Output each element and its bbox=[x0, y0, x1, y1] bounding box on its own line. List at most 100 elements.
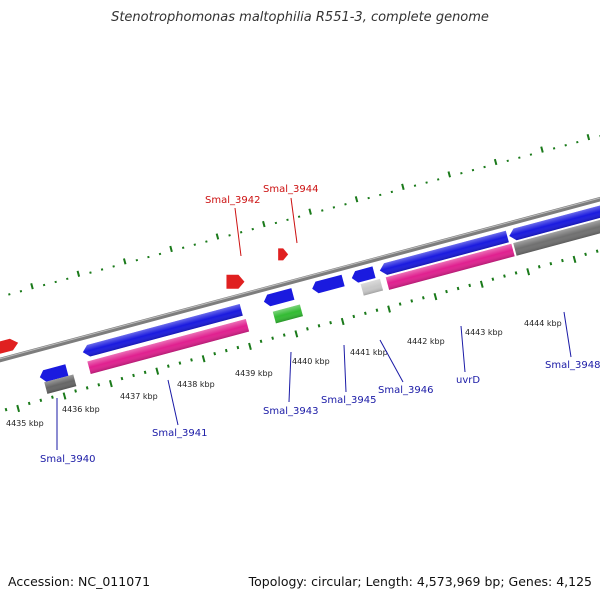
inner-tick bbox=[468, 283, 472, 288]
feature-red-left bbox=[0, 338, 19, 357]
inner-tick bbox=[387, 305, 391, 313]
inner-tick bbox=[51, 395, 54, 399]
inner-tick bbox=[421, 296, 425, 300]
outer-tick bbox=[76, 270, 81, 277]
gene-label[interactable]: Smal_3944 bbox=[263, 184, 318, 195]
genome-backbone-highlight bbox=[0, 187, 600, 365]
outer-tick bbox=[8, 293, 11, 296]
outer-tick bbox=[506, 159, 509, 163]
outer-tick bbox=[529, 153, 533, 156]
inner-tick bbox=[410, 299, 414, 303]
gene-label[interactable]: Smal_3943 bbox=[263, 406, 318, 417]
feature-smal-3945-blue bbox=[312, 274, 345, 294]
outer-tick bbox=[89, 271, 92, 274]
inner-tick bbox=[340, 317, 345, 326]
inner-tick bbox=[120, 376, 124, 381]
inner-tick bbox=[549, 261, 553, 266]
inner-tick bbox=[178, 361, 182, 365]
outer-tick-track bbox=[8, 133, 600, 296]
outer-tick bbox=[228, 234, 231, 237]
inner-tick bbox=[248, 342, 252, 350]
scale-tick-labels: 4435 kbp 4436 kbp 4437 kbp 4438 kbp 4439 kbp… bbox=[6, 319, 562, 428]
inner-tick bbox=[306, 327, 309, 331]
outer-tick bbox=[239, 231, 243, 234]
outer-tick bbox=[262, 220, 266, 228]
outer-tick bbox=[332, 206, 336, 209]
gene-label[interactable]: Smal_3946 bbox=[378, 385, 433, 396]
outer-tick bbox=[42, 283, 46, 287]
inner-tick bbox=[352, 314, 356, 319]
scale-tick-label: 4436 kbp bbox=[62, 405, 100, 414]
feature-smal-3944 bbox=[278, 248, 289, 261]
outer-tick bbox=[122, 258, 127, 265]
outer-tick bbox=[483, 165, 486, 169]
outer-tick bbox=[564, 144, 567, 147]
feature-smal-3946-blue bbox=[351, 266, 376, 283]
inner-tick bbox=[282, 333, 286, 337]
outer-tick bbox=[297, 215, 301, 218]
outer-tick bbox=[66, 277, 69, 281]
inner-tick bbox=[294, 330, 299, 338]
inner-tick bbox=[526, 268, 531, 276]
outer-tick bbox=[493, 158, 498, 166]
outer-tick bbox=[447, 171, 452, 178]
outer-tick bbox=[308, 208, 312, 215]
inner-tick bbox=[537, 265, 541, 269]
scale-tick-label: 4435 kbp bbox=[6, 419, 44, 428]
outer-tick bbox=[471, 168, 475, 172]
outer-tick bbox=[100, 268, 104, 271]
scale-tick-label: 4437 kbp bbox=[120, 392, 158, 401]
feature-blue-left bbox=[39, 364, 69, 382]
gene-label[interactable]: Smal_3948 bbox=[545, 360, 600, 371]
gene-label[interactable]: uvrD bbox=[456, 375, 480, 386]
gene-label[interactable]: Smal_3941 bbox=[152, 428, 207, 439]
gene-leader-line bbox=[288, 351, 292, 403]
gene-label[interactable]: Smal_3945 bbox=[321, 395, 376, 406]
inner-tick bbox=[155, 367, 160, 375]
outer-tick bbox=[518, 156, 521, 159]
genome-info-text: Topology: circular; Length: 4,573,969 bp… bbox=[248, 574, 592, 589]
inner-tick bbox=[572, 255, 577, 264]
outer-tick bbox=[390, 190, 394, 194]
outer-tick bbox=[158, 252, 162, 256]
inner-tick bbox=[166, 364, 170, 368]
inner-tick bbox=[503, 274, 506, 278]
outer-tick bbox=[54, 280, 57, 284]
gene-leader-line bbox=[460, 325, 466, 373]
outer-tick bbox=[367, 196, 370, 200]
outer-tick bbox=[321, 209, 324, 212]
inner-tick bbox=[74, 389, 77, 393]
outer-tick bbox=[379, 193, 382, 197]
gene-label[interactable]: Smal_3940 bbox=[40, 454, 95, 465]
inner-tick bbox=[213, 352, 217, 356]
outer-tick bbox=[19, 290, 23, 293]
inner-tick bbox=[329, 320, 332, 325]
map-title: Stenotrophomonas maltophilia R551-3, com… bbox=[111, 10, 489, 25]
outer-tick bbox=[112, 265, 115, 268]
scale-tick-label: 4441 kbp bbox=[350, 348, 388, 357]
inner-tick bbox=[97, 383, 101, 387]
gene-label[interactable]: Smal_3942 bbox=[205, 195, 260, 206]
accession-text: Accession: NC_011071 bbox=[8, 574, 151, 589]
inner-tick bbox=[584, 252, 587, 257]
inner-tick bbox=[514, 271, 518, 275]
outer-tick bbox=[215, 233, 220, 240]
gene-label-layer: Smal_3940Smal_3941Smal_3942Smal_3943Smal… bbox=[40, 184, 600, 465]
inner-tick bbox=[375, 308, 379, 312]
inner-tick bbox=[456, 286, 460, 291]
inner-tick bbox=[236, 345, 240, 350]
scale-tick-label: 4438 kbp bbox=[177, 380, 215, 389]
outer-tick bbox=[576, 140, 579, 144]
outer-tick bbox=[193, 243, 197, 246]
inner-tick bbox=[364, 311, 367, 316]
inner-tick bbox=[201, 355, 206, 363]
inner-tick bbox=[109, 379, 113, 388]
outer-tick bbox=[181, 246, 185, 249]
genome-backbone bbox=[0, 187, 600, 368]
gene-leader-line bbox=[290, 197, 298, 244]
feature-smal-3943-blue bbox=[263, 288, 295, 307]
outer-tick bbox=[540, 146, 544, 153]
scale-tick-label: 4444 kbp bbox=[524, 319, 562, 328]
gene-leader-line bbox=[563, 311, 572, 358]
